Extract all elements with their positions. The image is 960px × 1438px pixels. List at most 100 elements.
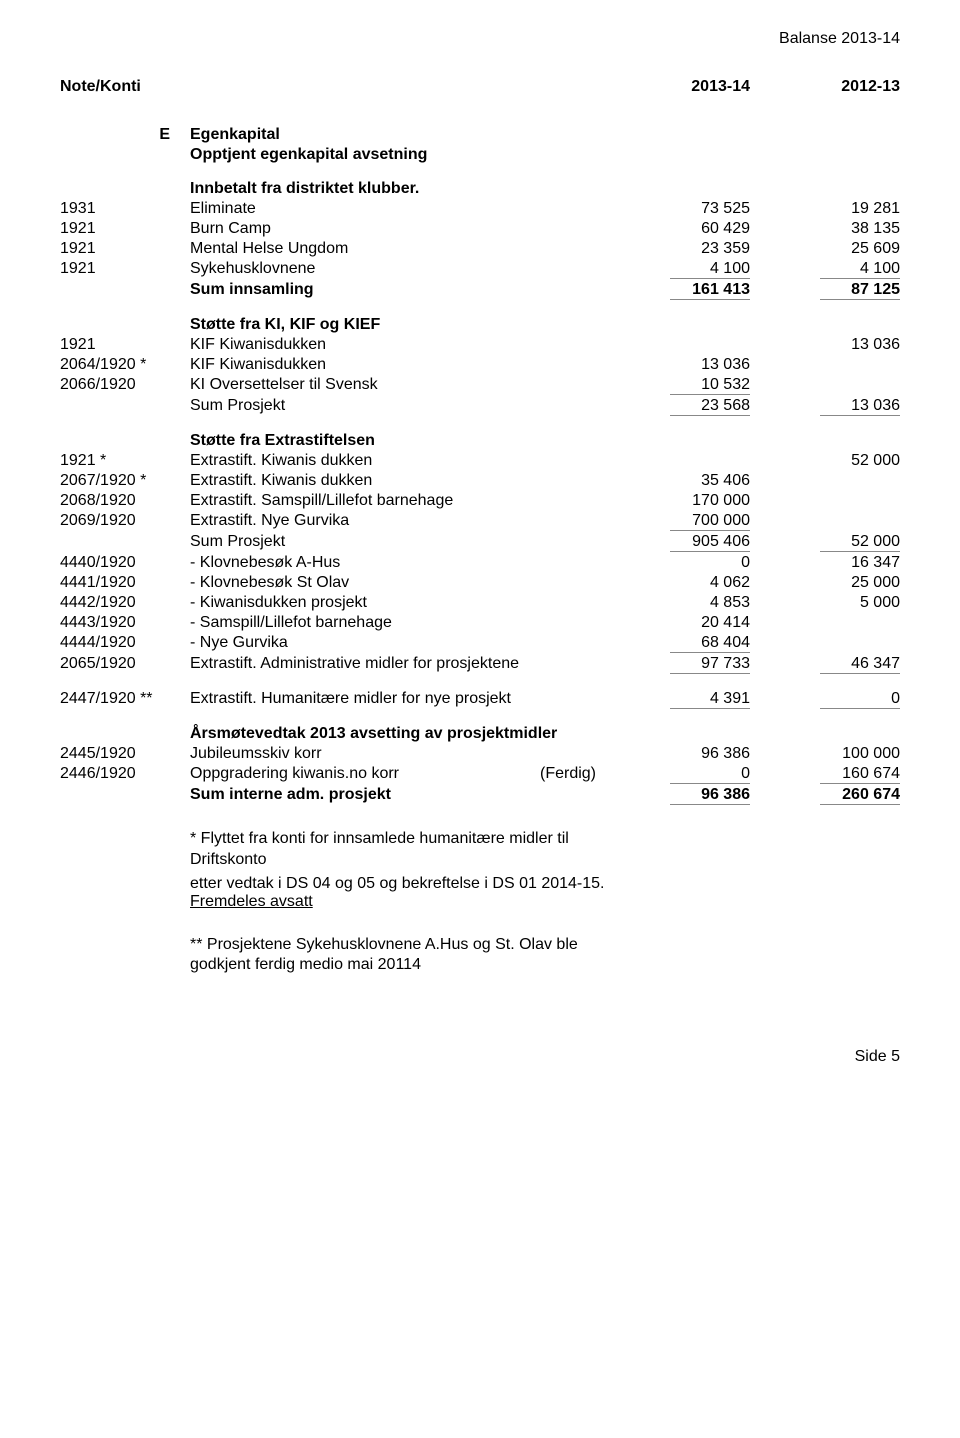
sum-label: Sum Prosjekt	[190, 533, 640, 551]
section-e-title: Egenkapital	[190, 126, 640, 144]
th-code: Note/Konti	[60, 78, 190, 96]
row-label: Extrastift. Humanitære midler for nye pr…	[190, 690, 640, 708]
section-e-code: E	[60, 126, 190, 144]
row-code: 2066/1920	[60, 376, 190, 394]
row-code: 1921	[60, 240, 190, 258]
row-label: - Kiwanisdukken prosjekt	[190, 594, 640, 612]
row-v2: 4 100	[820, 260, 900, 279]
row-v1: 10 532	[670, 376, 750, 395]
row-code: 1921	[60, 260, 190, 278]
row-code: 4441/1920	[60, 574, 190, 592]
row-label: Extrastift. Nye Gurvika	[190, 512, 640, 530]
sum-v2: 260 674	[820, 786, 900, 805]
row-v1: 4 853	[710, 594, 750, 611]
row-code: 4443/1920	[60, 614, 190, 632]
sum-label: Sum Prosjekt	[190, 397, 640, 415]
row-extra: (Ferdig)	[540, 765, 640, 783]
sum-v1: 23 568	[670, 397, 750, 416]
extrastift-heading: Støtte fra Extrastiftelsen	[190, 432, 640, 450]
row-label: Extrastift. Kiwanis dukken	[190, 452, 640, 470]
row-code: 2068/1920	[60, 492, 190, 510]
row-v2: 19 281	[851, 200, 900, 217]
row-v1: 13 036	[701, 356, 750, 373]
row-label: Sykehusklovnene	[190, 260, 640, 278]
row-code: 2447/1920 **	[60, 690, 190, 708]
sum-v2: 87 125	[820, 281, 900, 300]
row-v1: 73 525	[701, 200, 750, 217]
row-label: Extrastift. Kiwanis dukken	[190, 472, 640, 490]
row-code: 2069/1920	[60, 512, 190, 530]
row-code: 2445/1920	[60, 745, 190, 763]
sum-v1: 161 413	[670, 281, 750, 300]
sum-v2: 13 036	[820, 397, 900, 416]
sum-v1: 905 406	[670, 533, 750, 552]
row-v1: 97 733	[670, 655, 750, 674]
row-label: KI Oversettelser til Svensk	[190, 376, 640, 394]
row-label: Extrastift. Administrative midler for pr…	[190, 655, 640, 673]
row-v1: 96 386	[701, 745, 750, 762]
row-v1: 700 000	[670, 512, 750, 531]
row-v1: 4 100	[670, 260, 750, 279]
row-code: 4442/1920	[60, 594, 190, 612]
sum-label: Sum interne adm. prosjekt	[190, 786, 640, 804]
row-v1: 20 414	[701, 614, 750, 631]
row-v1: 68 404	[670, 634, 750, 653]
note-line2b: Fremdeles avsatt	[190, 893, 313, 910]
row-v2: 25 609	[851, 240, 900, 257]
page-footer: Side 5	[60, 1048, 900, 1066]
row-v1: 170 000	[692, 492, 750, 509]
row-v1: 23 359	[701, 240, 750, 257]
row-v2: 38 135	[851, 220, 900, 237]
row-v2: 5 000	[860, 594, 900, 611]
section-e-subtitle: Opptjent egenkapital avsetning	[190, 146, 640, 164]
row-label: KIF Kiwanisdukken	[190, 356, 640, 374]
row-code: 1921	[60, 220, 190, 238]
row-code: 1921 *	[60, 452, 190, 470]
sum-v2: 52 000	[820, 533, 900, 552]
row-label: - Klovnebesøk A-Hus	[190, 554, 640, 572]
row-label: Extrastift. Samspill/Lillefot barnehage	[190, 492, 640, 510]
sum-v1: 96 386	[670, 786, 750, 805]
row-v1: 4 062	[710, 574, 750, 591]
row-v2: 100 000	[842, 745, 900, 762]
row-label: Burn Camp	[190, 220, 640, 238]
row-v1: 4 391	[670, 690, 750, 709]
row-label: - Samspill/Lillefot barnehage	[190, 614, 640, 632]
aarsmote-heading: Årsmøtevedtak 2013 avsetting av prosjekt…	[190, 725, 640, 743]
row-label: KIF Kiwanisdukken	[190, 336, 640, 354]
row-v2: 13 036	[851, 336, 900, 353]
row-v1: 0	[670, 765, 750, 784]
row-v1: 0	[741, 554, 750, 571]
row-label: Eliminate	[190, 200, 640, 218]
kikief-heading: Støtte fra KI, KIF og KIEF	[190, 316, 640, 334]
row-v2: 0	[820, 690, 900, 709]
row-code: 1921	[60, 336, 190, 354]
row-code: 4444/1920	[60, 634, 190, 652]
row-v2: 16 347	[851, 554, 900, 571]
row-label: Mental Helse Ungdom	[190, 240, 640, 258]
note-line1: * Flyttet fra konti for innsamlede human…	[190, 829, 640, 871]
row-v2: 160 674	[820, 765, 900, 784]
row-label: Oppgradering kiwanis.no korr	[190, 765, 540, 783]
row-code: 2446/1920	[60, 765, 190, 783]
row-v1: 35 406	[701, 472, 750, 489]
doc-title: Balanse 2013-14	[60, 30, 900, 48]
row-v2: 52 000	[851, 452, 900, 469]
row-code: 2064/1920 *	[60, 356, 190, 374]
row-label: Jubileumsskiv korr	[190, 745, 640, 763]
row-code: 1931	[60, 200, 190, 218]
th-col1: 2013-14	[640, 78, 770, 96]
row-code: 2067/1920 *	[60, 472, 190, 490]
th-col2: 2012-13	[770, 78, 900, 96]
row-v2: 25 000	[851, 574, 900, 591]
row-label: - Nye Gurvika	[190, 634, 640, 652]
row-code: 2065/1920	[60, 655, 190, 673]
sum-label: Sum innsamling	[190, 281, 640, 299]
note-line3: ** Prosjektene Sykehusklovnene A.Hus og …	[190, 935, 640, 977]
note-line2a: etter vedtak i DS 04 og 05 og bekreftels…	[190, 875, 604, 892]
row-code: 4440/1920	[60, 554, 190, 572]
innsamling-heading: Innbetalt fra distriktet klubber.	[190, 180, 640, 198]
row-v1: 60 429	[701, 220, 750, 237]
row-label: - Klovnebesøk St Olav	[190, 574, 640, 592]
row-v2: 46 347	[820, 655, 900, 674]
